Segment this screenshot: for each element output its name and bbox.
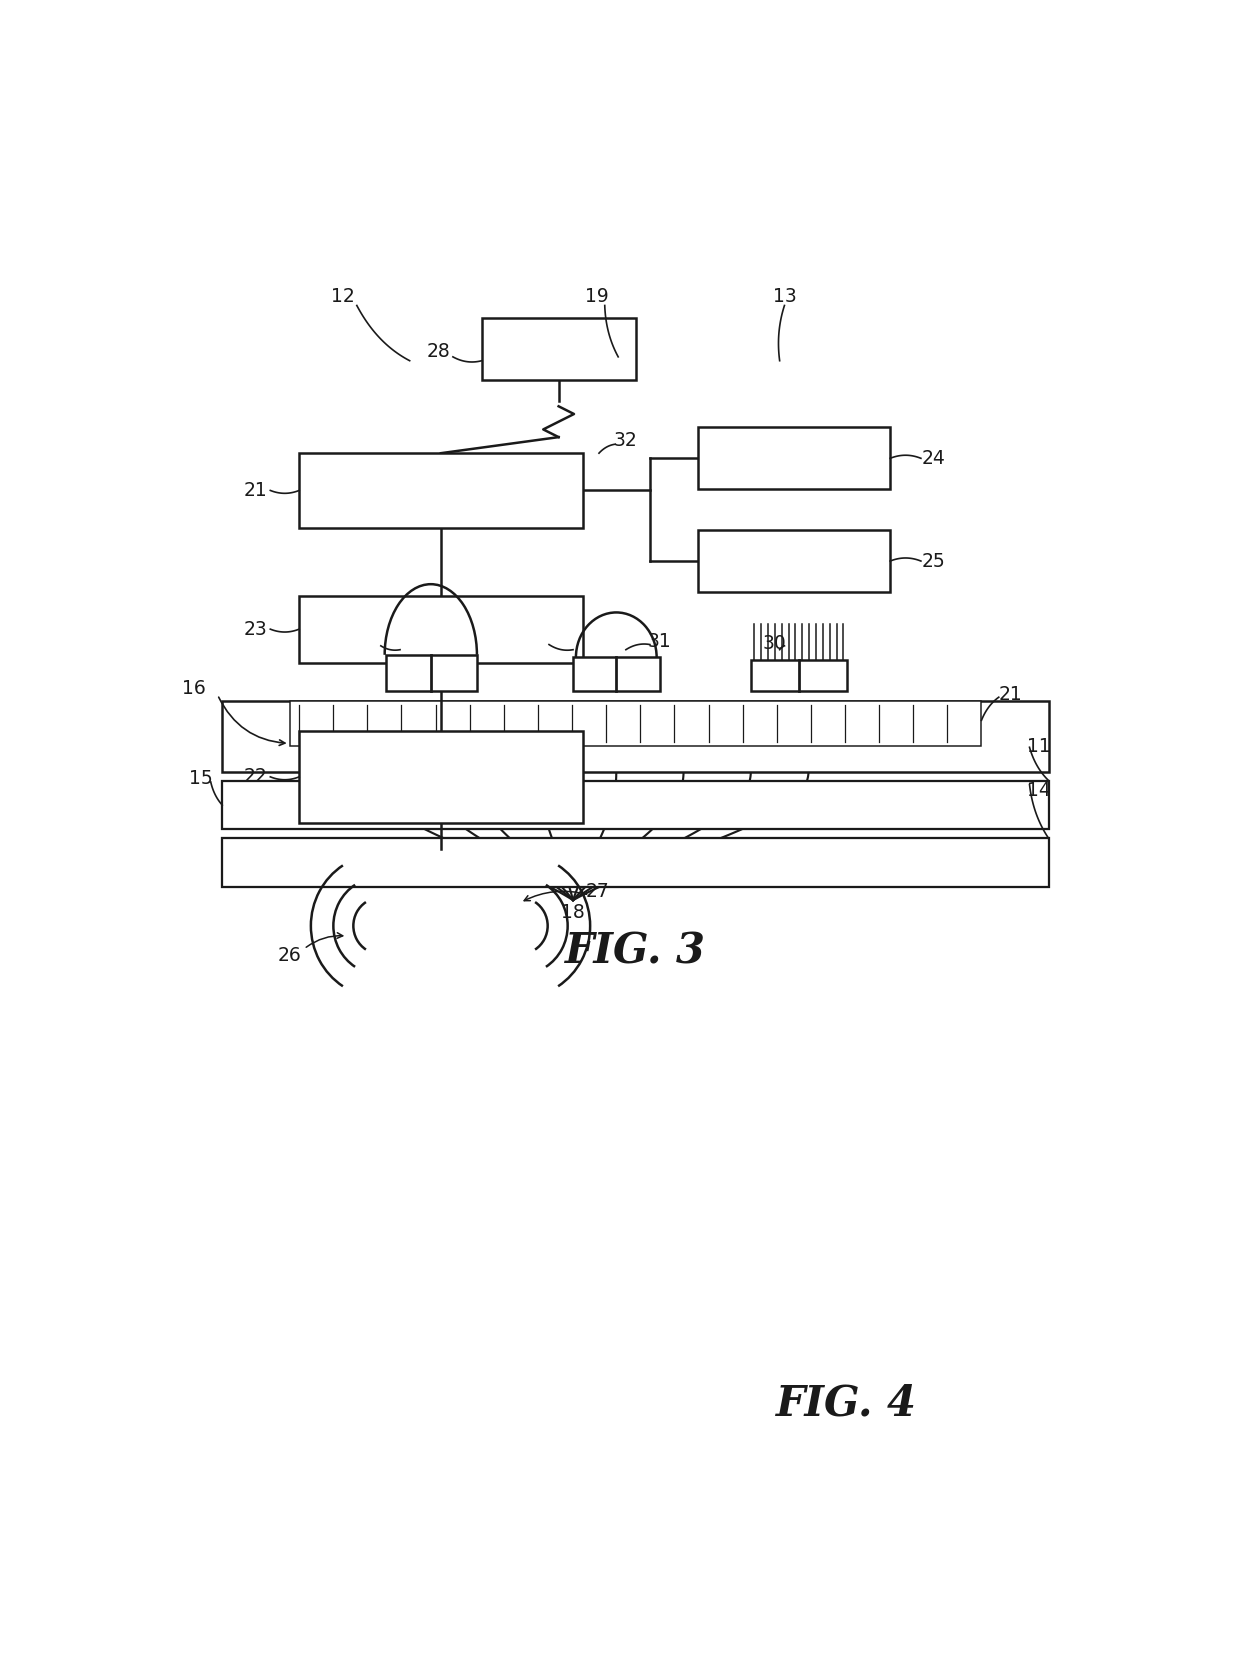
Text: 16: 16 <box>181 679 206 697</box>
Bar <box>481 319 635 380</box>
Text: LIGHT: LIGHT <box>766 449 822 467</box>
Text: 31: 31 <box>647 632 671 652</box>
Text: 23: 23 <box>244 619 268 639</box>
Text: 25: 25 <box>921 552 945 570</box>
Text: 26: 26 <box>278 946 301 964</box>
Text: 24: 24 <box>921 449 945 467</box>
Bar <box>751 661 847 691</box>
Text: 29: 29 <box>355 634 378 652</box>
Text: PROCESSOR: PROCESSOR <box>383 480 498 500</box>
Bar <box>299 731 583 822</box>
Bar <box>290 701 982 746</box>
Text: TRANSDUCER: TRANSDUCER <box>376 619 506 639</box>
Bar <box>222 701 1049 772</box>
Text: 12: 12 <box>331 287 355 305</box>
Text: 21: 21 <box>244 480 268 500</box>
Text: 32: 32 <box>614 430 637 450</box>
Bar <box>222 781 1049 829</box>
Bar <box>698 427 890 489</box>
Text: 28: 28 <box>427 342 450 362</box>
Text: 14: 14 <box>1027 782 1052 801</box>
Bar <box>386 656 477 691</box>
Bar <box>573 657 660 691</box>
Text: 21: 21 <box>998 686 1022 704</box>
Bar <box>299 595 583 662</box>
Text: FIG. 4: FIG. 4 <box>776 1383 918 1424</box>
Text: PWR: PWR <box>537 340 580 359</box>
Bar <box>222 839 1049 887</box>
Text: 30: 30 <box>763 634 786 652</box>
Text: 15: 15 <box>190 769 213 787</box>
Text: 19: 19 <box>585 287 609 305</box>
Bar <box>299 454 583 527</box>
Text: TRANSMITTERS
RECEIVERS: TRANSMITTERS RECEIVERS <box>368 756 513 797</box>
Text: SPEAKER: SPEAKER <box>751 552 837 570</box>
Text: 11: 11 <box>1027 737 1052 756</box>
Bar <box>698 530 890 592</box>
Text: 18: 18 <box>562 904 585 922</box>
Text: 27: 27 <box>585 882 609 901</box>
Text: 22: 22 <box>244 767 268 786</box>
Text: FIG. 3: FIG. 3 <box>565 931 706 972</box>
Text: 31: 31 <box>523 632 547 652</box>
Text: 13: 13 <box>773 287 796 305</box>
